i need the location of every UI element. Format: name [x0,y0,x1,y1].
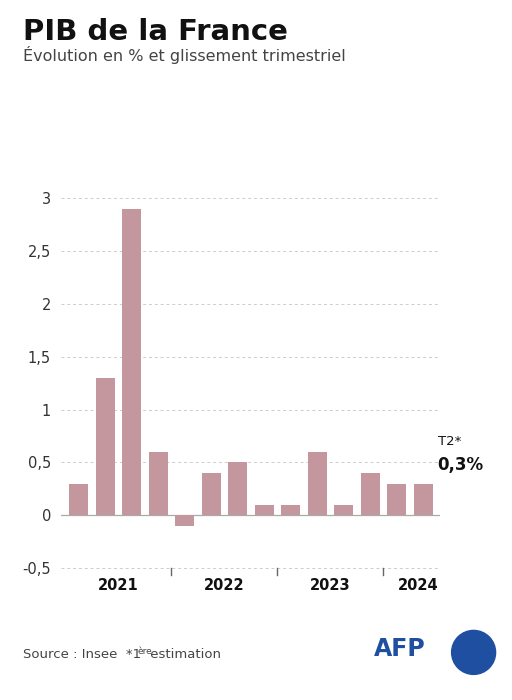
Bar [254,505,274,515]
Text: ère: ère [137,647,152,656]
Bar [96,378,115,515]
Text: 2023: 2023 [310,578,351,594]
Text: Évolution en % et glissement trimestriel: Évolution en % et glissement trimestriel [23,46,346,64]
Text: Source : Insee  *1: Source : Insee *1 [23,648,141,662]
Text: 0,3%: 0,3% [438,456,484,473]
Text: AFP: AFP [374,638,425,662]
Bar [202,473,221,515]
Text: T2*: T2* [438,435,461,448]
Text: PIB de la France: PIB de la France [23,18,288,46]
Text: 2021: 2021 [98,578,139,594]
Bar [387,484,406,515]
Bar [228,463,247,515]
Bar [69,484,88,515]
Text: estimation: estimation [146,648,221,662]
Text: 2022: 2022 [204,578,245,594]
Bar [414,484,433,515]
Bar [281,505,300,515]
Bar [308,452,327,515]
Bar [148,452,168,515]
Text: 2024: 2024 [397,578,438,594]
Bar [360,473,379,515]
Bar [334,505,353,515]
Bar [175,515,194,526]
Bar [122,209,141,515]
